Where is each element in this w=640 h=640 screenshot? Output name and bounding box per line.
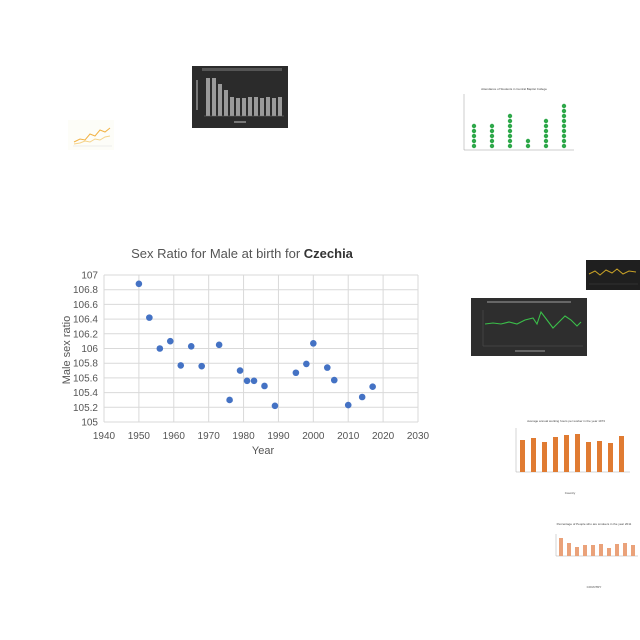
data-point bbox=[215, 341, 223, 349]
y-tick-label: 105.2 bbox=[73, 403, 98, 414]
chart-grid bbox=[103, 274, 419, 423]
thumbnail-dark-bar-chart-svg bbox=[192, 66, 288, 128]
data-point bbox=[303, 360, 310, 368]
thumbnail-students-title: Attendance of Students in Central Baptis… bbox=[481, 87, 547, 91]
y-tick-label: 105 bbox=[81, 418, 98, 429]
y-tick-label: 107 bbox=[81, 271, 98, 282]
thumbnail-dark-green-line-svg bbox=[471, 298, 587, 356]
data-point bbox=[146, 314, 153, 321]
y-axis-label: Male sex ratio bbox=[61, 316, 73, 384]
data-point bbox=[198, 362, 205, 370]
data-point bbox=[369, 383, 376, 391]
thumbnail-smokers-title: Percentage of People who are smokers in … bbox=[557, 522, 632, 526]
thumbnail-orange-bar-chart-hours: Average annual working hours per worker … bbox=[490, 414, 632, 500]
data-point bbox=[177, 362, 185, 369]
thumbnail-hours-xlabel: Country bbox=[565, 491, 576, 495]
chart-title: Sex Ratio for Male at birth for Czechia bbox=[131, 246, 354, 261]
x-tick-label: 1970 bbox=[198, 431, 221, 442]
thumbnail-line-chart-light-svg bbox=[68, 120, 114, 150]
data-point bbox=[344, 401, 352, 409]
thumbnail-smokers-xlabel: COUNTRY bbox=[587, 585, 602, 589]
y-tick-label: 105.8 bbox=[73, 359, 98, 370]
thumbnail-orange-bar-chart-hours-svg: Average annual working hours per worker … bbox=[490, 414, 632, 500]
data-point bbox=[236, 367, 244, 374]
thumbnail-dark-gold-line-svg bbox=[586, 260, 640, 290]
x-tick-label: 1980 bbox=[232, 431, 255, 442]
chart-points bbox=[135, 280, 376, 410]
thumbnail-green-dot-chart: Attendance of Students in Central Baptis… bbox=[448, 84, 580, 164]
x-tick-label: 2010 bbox=[337, 431, 360, 442]
y-tick-label: 106.4 bbox=[73, 315, 98, 326]
data-point bbox=[135, 280, 143, 288]
thumbnail-dark-green-line bbox=[471, 298, 587, 356]
x-tick-label: 1960 bbox=[163, 431, 186, 442]
sex-ratio-chart-svg: Sex Ratio for Male at birth for Czechia … bbox=[61, 246, 430, 457]
y-tick-label: 106 bbox=[81, 344, 98, 355]
data-point bbox=[358, 393, 366, 401]
data-point bbox=[166, 337, 174, 345]
data-point bbox=[243, 377, 251, 385]
y-tick-label: 105.4 bbox=[73, 388, 98, 399]
data-point bbox=[292, 369, 300, 377]
y-tick-label: 105.6 bbox=[73, 373, 98, 384]
chart-ticks: 1940 1950 1960 1970 1980 1990 2000 2010 2020 2030… bbox=[73, 271, 430, 443]
data-point bbox=[323, 364, 331, 371]
data-point bbox=[261, 382, 268, 390]
x-tick-label: 1990 bbox=[267, 431, 290, 442]
data-point bbox=[330, 376, 338, 384]
chart-title-country: Czechia bbox=[304, 246, 354, 261]
x-tick-label: 2030 bbox=[407, 431, 430, 442]
x-axis-label: Year bbox=[252, 445, 275, 457]
x-tick-label: 2000 bbox=[302, 431, 325, 442]
thumbnail-orange-bar-chart-smokers: Percentage of People who are smokers in … bbox=[540, 518, 640, 594]
data-point bbox=[226, 396, 233, 404]
thumbnail-line-chart-light bbox=[68, 120, 114, 150]
data-point bbox=[156, 345, 164, 352]
data-point bbox=[310, 340, 317, 347]
thumbnail-hours-title: Average annual working hours per worker … bbox=[527, 419, 605, 423]
y-tick-label: 106.6 bbox=[73, 300, 98, 311]
x-tick-label: 1950 bbox=[128, 431, 151, 442]
sex-ratio-scatter-chart: Sex Ratio for Male at birth for Czechia … bbox=[60, 240, 440, 460]
thumbnail-dark-gold-line bbox=[586, 260, 640, 290]
thumbnail-green-dot-chart-svg: Attendance of Students in Central Baptis… bbox=[448, 84, 580, 164]
thumbnail-dark-bar-chart bbox=[192, 66, 288, 128]
data-point bbox=[187, 342, 195, 350]
y-tick-label: 106.8 bbox=[73, 285, 98, 296]
chart-title-prefix: Sex Ratio for Male at birth for bbox=[131, 246, 301, 261]
data-point bbox=[250, 377, 258, 385]
thumbnail-orange-bar-chart-smokers-svg: Percentage of People who are smokers in … bbox=[540, 518, 640, 594]
x-tick-label: 2020 bbox=[372, 431, 395, 442]
x-tick-label: 1940 bbox=[93, 431, 116, 442]
y-tick-label: 106.2 bbox=[73, 329, 98, 340]
data-point bbox=[271, 402, 279, 410]
